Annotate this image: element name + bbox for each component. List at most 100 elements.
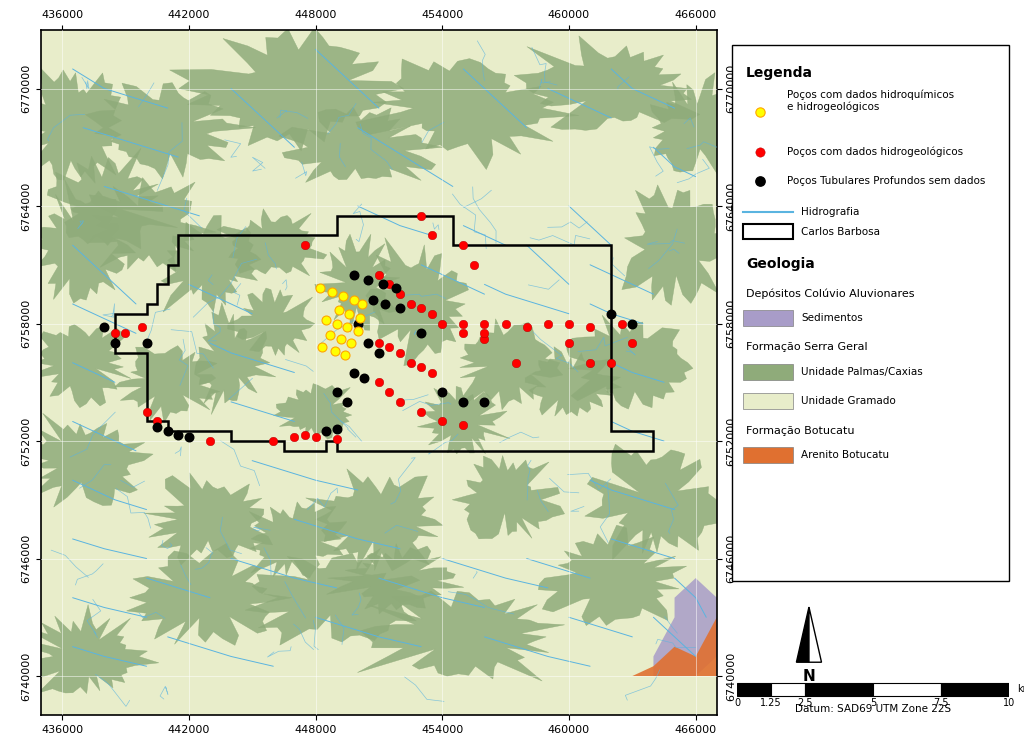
Point [371,269,387,281]
Point [424,367,440,378]
Text: Poços Tubulares Profundos sem dados: Poços Tubulares Profundos sem dados [787,177,986,186]
Text: Formação Botucatu: Formação Botucatu [745,425,854,436]
Polygon shape [279,107,442,183]
Bar [743,447,793,463]
Point [392,302,409,314]
Point [413,210,429,222]
Point [752,146,768,158]
Point [341,308,357,320]
Polygon shape [314,234,399,332]
Polygon shape [115,346,220,423]
Point [476,317,493,329]
Point [561,337,578,349]
Point [360,274,377,286]
Point [170,429,186,441]
Polygon shape [653,578,717,676]
Point [202,435,218,447]
Polygon shape [418,387,510,454]
Bar [743,393,793,410]
Point [345,367,361,378]
Point [313,341,330,353]
Point [413,302,429,314]
Point [624,337,640,349]
Point [265,435,282,447]
Point [148,422,165,434]
Polygon shape [566,315,693,409]
Point [402,357,419,369]
Polygon shape [161,215,261,312]
Point [349,317,366,329]
Point [375,279,391,291]
Point [434,416,451,428]
Point [138,337,155,349]
Bar [872,682,941,696]
Point [476,396,493,408]
Text: Carlos Barbosa: Carlos Barbosa [801,227,881,237]
Point [476,327,493,339]
Point [339,396,355,408]
Point [508,357,524,369]
Text: Legenda: Legenda [745,66,813,80]
Text: km: km [1017,685,1024,694]
Point [138,406,155,418]
Point [582,357,598,369]
Point [476,333,493,345]
Polygon shape [22,67,122,183]
Point [180,431,197,443]
Point [297,429,313,441]
Point [307,431,324,443]
Point [752,106,768,118]
Point [624,317,640,329]
Polygon shape [28,180,135,303]
Point [371,376,387,388]
Point [343,337,359,349]
Polygon shape [632,618,717,676]
Polygon shape [34,325,131,408]
Point [329,317,345,329]
Text: Arenito Botucatu: Arenito Botucatu [801,450,890,460]
Point [337,349,353,361]
Text: 1.25: 1.25 [761,698,782,708]
Polygon shape [217,209,327,276]
Point [317,314,334,326]
Point [331,304,347,316]
Bar [737,682,771,696]
Point [413,406,429,418]
Polygon shape [4,605,159,694]
Point [297,239,313,251]
Point [402,298,419,310]
Point [752,176,768,188]
Point [351,311,368,323]
Point [377,298,393,310]
Point [455,239,471,251]
Point [392,396,409,408]
Polygon shape [357,591,564,681]
Polygon shape [366,238,468,366]
Point [345,269,361,281]
Point [349,326,366,337]
Point [381,386,397,398]
Bar [743,364,793,380]
Point [365,294,381,306]
Text: Unidade Palmas/Caxias: Unidade Palmas/Caxias [801,367,923,377]
Point [392,288,409,300]
Text: Sedimentos: Sedimentos [801,313,863,323]
FancyBboxPatch shape [732,45,1009,581]
Text: Poços com dados hidroquímicos
e hidrogeológicos: Poços com dados hidroquímicos e hidrogeo… [787,89,954,112]
Point [387,282,403,294]
Bar [941,682,1009,696]
Bar [771,682,805,696]
Point [106,327,123,339]
Polygon shape [650,73,744,189]
Point [329,386,345,398]
Bar [743,310,793,326]
Point [371,337,387,349]
Point [325,286,341,298]
Point [424,229,440,241]
Polygon shape [47,148,177,249]
Point [413,327,429,339]
Polygon shape [245,548,422,645]
Polygon shape [460,319,563,410]
Text: Hidrografia: Hidrografia [801,207,860,217]
Point [323,329,339,341]
